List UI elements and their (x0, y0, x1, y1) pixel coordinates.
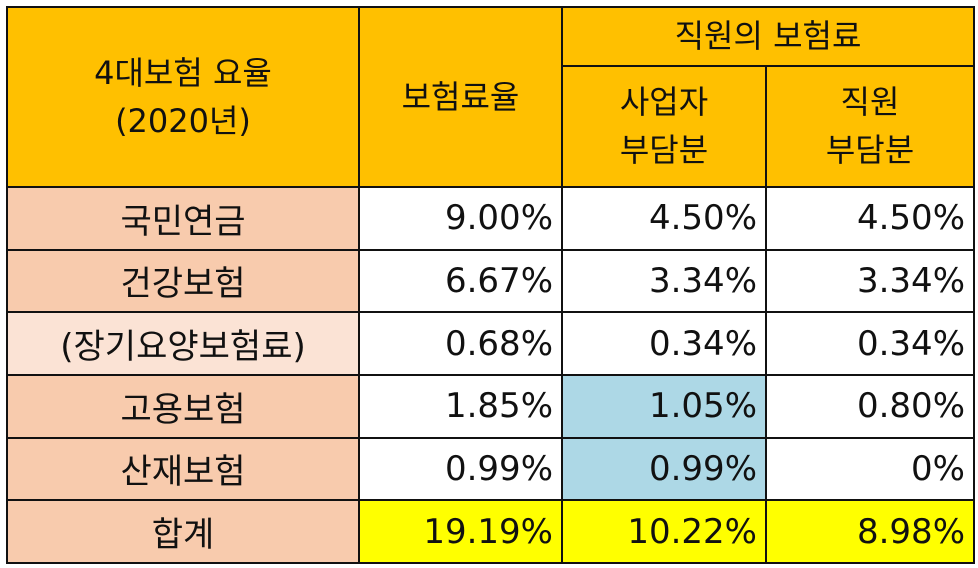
table-title: 4대보험 요율 (94, 53, 272, 92)
premium-rate-cell: 6.67% (358, 248, 563, 314)
table-row: 산재보험 0.99% 0.99% 0% (6, 436, 975, 502)
employer-share-cell: 4.50% (561, 185, 767, 251)
employee-share-cell: 0% (765, 436, 975, 502)
premium-rate-cell: 0.99% (358, 436, 563, 502)
employer-share-header-line1: 사업자 (619, 83, 709, 122)
employer-share-cell-highlighted: 0.99% (561, 436, 767, 502)
employer-share-cell-highlighted: 1.05% (561, 373, 767, 439)
total-employer-share: 10.22% (561, 499, 767, 564)
premium-rate-cell: 9.00% (358, 185, 563, 251)
total-premium-rate: 19.19% (358, 499, 563, 564)
employee-premium-header: 직원의 보험료 (561, 6, 975, 67)
row-label-health-insurance: 건강보험 (6, 248, 360, 314)
row-label-industrial-accident: 산재보험 (6, 436, 360, 502)
total-row: 합계 19.19% 10.22% 8.98% (6, 499, 975, 564)
employee-share-header-line2: 부담분 (825, 131, 915, 170)
table-row: (장기요양보험료) 0.68% 0.34% 0.34% (6, 311, 975, 376)
employee-share-cell: 4.50% (765, 185, 975, 251)
row-label-national-pension: 국민연금 (6, 185, 360, 251)
employee-share-cell: 0.34% (765, 311, 975, 376)
premium-rate-cell: 0.68% (358, 311, 563, 376)
employer-share-header-line2: 부담분 (619, 131, 709, 170)
employee-share-header-line1: 직원 (840, 83, 900, 122)
employee-share-cell: 3.34% (765, 248, 975, 314)
table-row: 국민연금 9.00% 4.50% 4.50% (6, 185, 975, 251)
employer-share-header: 사업자 부담분 (561, 64, 767, 188)
premium-rate-header: 보험료율 (358, 6, 563, 188)
table-title-cell: 4대보험 요율 (2020년) (6, 6, 360, 188)
total-employee-share: 8.98% (765, 499, 975, 564)
employee-share-header: 직원 부담분 (765, 64, 975, 188)
row-label-long-term-care: (장기요양보험료) (6, 311, 360, 376)
row-label-employment-insurance: 고용보험 (6, 373, 360, 439)
premium-rate-cell: 1.85% (358, 373, 563, 439)
employer-share-cell: 3.34% (561, 248, 767, 314)
employer-share-cell: 0.34% (561, 311, 767, 376)
total-label: 합계 (6, 499, 360, 564)
employee-share-cell: 0.80% (765, 373, 975, 439)
table-row: 고용보험 1.85% 1.05% 0.80% (6, 373, 975, 439)
insurance-rate-table: 4대보험 요율 (2020년) 보험료율 직원의 보험료 사업자 부담분 직원 … (6, 6, 975, 564)
table-row: 건강보험 6.67% 3.34% 3.34% (6, 248, 975, 314)
table-year: (2020년) (115, 101, 251, 140)
